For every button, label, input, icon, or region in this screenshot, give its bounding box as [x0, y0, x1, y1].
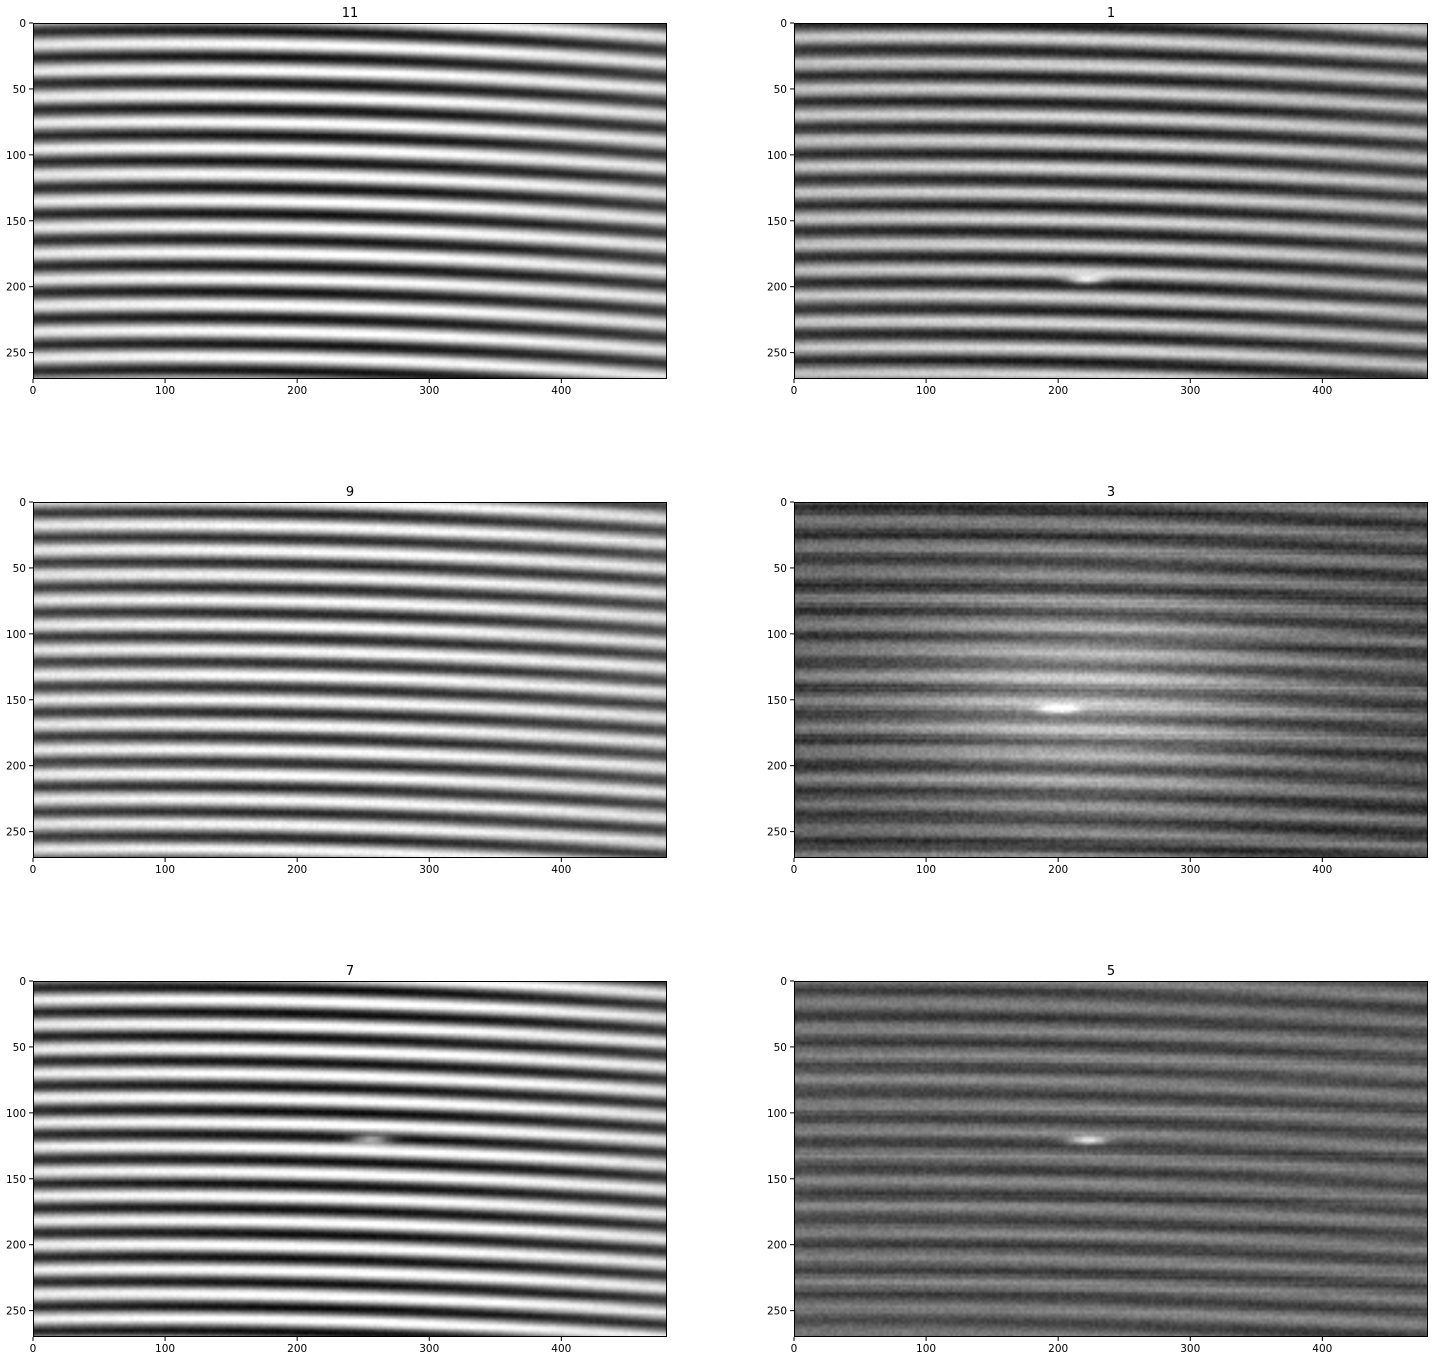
x-tick-label: 400: [1312, 385, 1332, 397]
y-tick-label: 0: [780, 18, 787, 30]
panel-5: 7 0 100 200 300 400 0 50 100 150 200 250: [6, 964, 667, 1355]
y-tick-label: 0: [19, 497, 26, 509]
y-tick-label: 250: [6, 827, 26, 839]
x-tick-label: 100: [155, 864, 175, 876]
y-tick-label: 100: [767, 629, 787, 641]
y-tick-label: 200: [6, 761, 26, 773]
x-tick-label: 0: [30, 864, 37, 876]
panel-1: 11 0 100 200 300 400 0 50 100 150 200 250: [6, 6, 667, 397]
y-tick-label: 50: [774, 84, 787, 96]
panel-title: 3: [1107, 485, 1115, 500]
x-tick-label: 400: [551, 1343, 571, 1355]
heatmap-image: [794, 23, 1428, 379]
y-tick-label: 200: [767, 282, 787, 294]
y-tick-label: 100: [767, 1108, 787, 1120]
y-tick-label: 200: [767, 761, 787, 773]
axes-frame: [794, 23, 1428, 379]
y-tick-label: 100: [6, 150, 26, 162]
y-tick-label: 100: [6, 1108, 26, 1120]
x-tick-label: 200: [1048, 1343, 1068, 1355]
axes-frame: [33, 981, 667, 1337]
y-tick-label: 0: [19, 18, 26, 30]
x-tick-label: 200: [287, 385, 307, 397]
x-tick-label: 100: [916, 864, 936, 876]
x-tick-label: 100: [155, 385, 175, 397]
x-tick-label: 300: [419, 385, 439, 397]
x-tick-label: 200: [287, 1343, 307, 1355]
x-tick-label: 300: [419, 864, 439, 876]
x-tick-label: 200: [1048, 385, 1068, 397]
axes-frame: [794, 981, 1428, 1337]
y-tick-label: 250: [767, 827, 787, 839]
y-tick-label: 50: [13, 84, 26, 96]
y-tick-label: 50: [774, 1042, 787, 1054]
axes-frame: [794, 502, 1428, 858]
y-tick-label: 100: [6, 629, 26, 641]
y-tick-label: 100: [767, 150, 787, 162]
x-tick-label: 0: [791, 385, 798, 397]
x-tick-label: 100: [916, 1343, 936, 1355]
x-tick-label: 400: [1312, 1343, 1332, 1355]
panel-title: 9: [346, 485, 354, 500]
y-tick-label: 50: [13, 1042, 26, 1054]
panel-title: 11: [342, 6, 359, 21]
panel-title: 1: [1107, 6, 1115, 21]
panel-title: 5: [1107, 964, 1115, 979]
y-tick-label: 200: [6, 1240, 26, 1252]
x-tick-label: 400: [551, 385, 571, 397]
x-tick-label: 200: [1048, 864, 1068, 876]
heatmap-image: [794, 981, 1428, 1337]
heatmap-image: [33, 502, 667, 858]
panel-4: 3 0 100 200 300 400 0 50 100 150 200 250: [767, 485, 1428, 876]
y-tick-label: 200: [767, 1240, 787, 1252]
heatmap-image: [33, 23, 667, 379]
y-tick-label: 0: [19, 976, 26, 988]
y-tick-label: 150: [767, 695, 787, 707]
y-tick-label: 150: [6, 216, 26, 228]
x-tick-label: 300: [1180, 864, 1200, 876]
x-tick-label: 100: [155, 1343, 175, 1355]
panel-title: 7: [346, 964, 354, 979]
x-tick-label: 200: [287, 864, 307, 876]
y-tick-label: 250: [6, 1306, 26, 1318]
y-tick-label: 150: [6, 695, 26, 707]
panel-2: 1 0 100 200 300 400 0 50 100 150 200 250: [767, 6, 1428, 397]
x-tick-label: 0: [30, 1343, 37, 1355]
x-tick-label: 0: [30, 385, 37, 397]
x-tick-label: 300: [419, 1343, 439, 1355]
axes-frame: [33, 23, 667, 379]
x-tick-label: 100: [916, 385, 936, 397]
y-tick-label: 0: [780, 497, 787, 509]
x-tick-label: 0: [791, 864, 798, 876]
axes-frame: [33, 502, 667, 858]
x-tick-label: 300: [1180, 1343, 1200, 1355]
y-tick-label: 150: [6, 1174, 26, 1186]
heatmap-image: [794, 502, 1428, 858]
y-tick-label: 250: [767, 1306, 787, 1318]
y-tick-label: 150: [767, 1174, 787, 1186]
y-tick-label: 150: [767, 216, 787, 228]
y-tick-label: 250: [767, 348, 787, 360]
heatmap-image: [33, 981, 667, 1337]
x-tick-label: 300: [1180, 385, 1200, 397]
y-tick-label: 250: [6, 348, 26, 360]
y-tick-label: 0: [780, 976, 787, 988]
y-tick-label: 50: [13, 563, 26, 575]
x-tick-label: 0: [791, 1343, 798, 1355]
x-tick-label: 400: [1312, 864, 1332, 876]
y-tick-label: 200: [6, 282, 26, 294]
panel-3: 9 0 100 200 300 400 0 50 100 150 200 250: [6, 485, 667, 876]
x-tick-label: 400: [551, 864, 571, 876]
y-tick-label: 50: [774, 563, 787, 575]
